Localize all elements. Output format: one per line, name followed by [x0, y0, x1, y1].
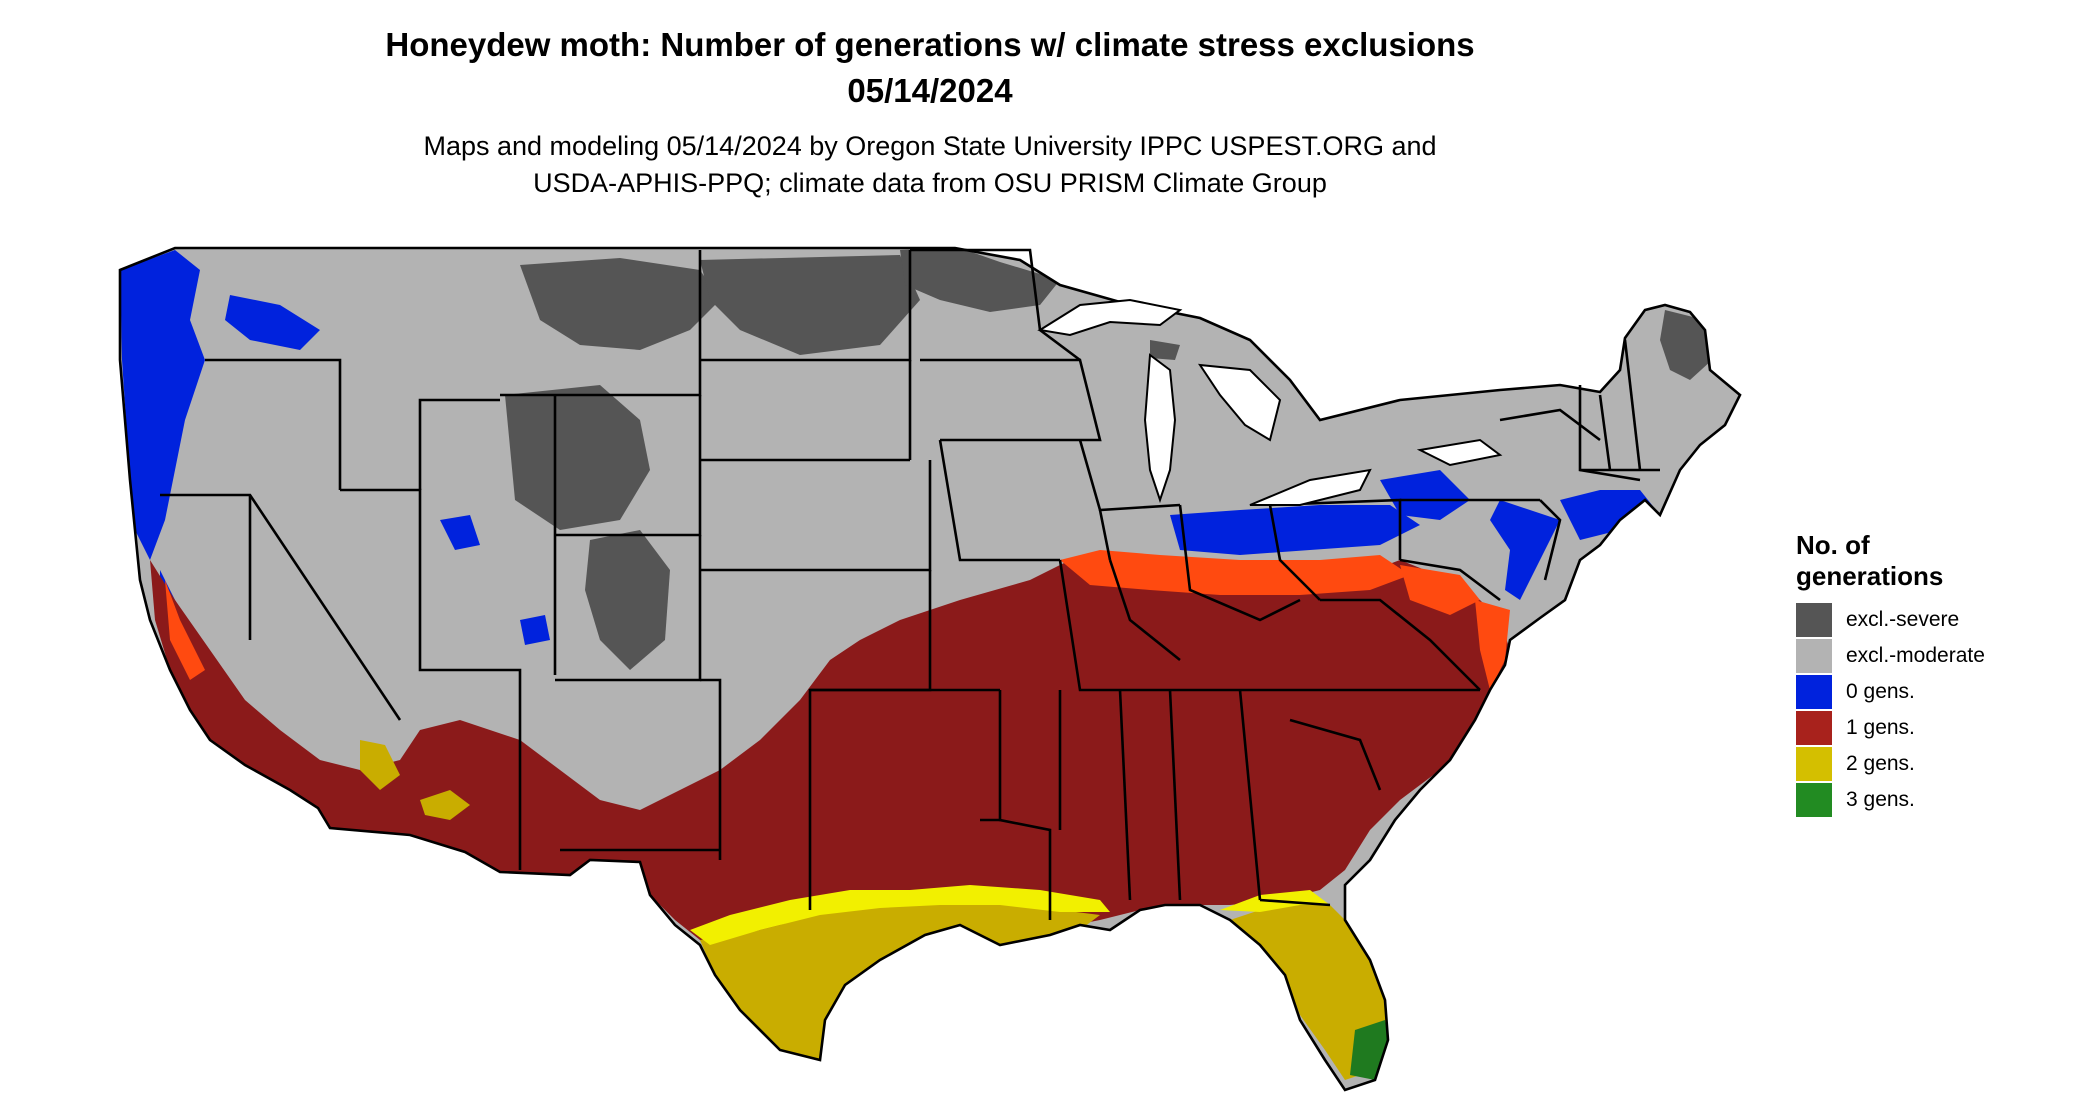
legend-swatch [1796, 603, 1832, 637]
legend-title-line-1: No. of [1796, 530, 1870, 560]
legend-item: excl.-moderate [1796, 638, 2076, 674]
legend-label: excl.-moderate [1846, 644, 1985, 667]
legend-item: 3 gens. [1796, 782, 2076, 818]
us-generations-map [118, 246, 1742, 1092]
map-title: Honeydew moth: Number of generations w/ … [0, 22, 1860, 114]
lake-erie [1249, 468, 1372, 506]
legend-swatch [1796, 783, 1832, 817]
two-gens-regions [360, 740, 1388, 1080]
legend-title-line-2: generations [1796, 561, 1944, 591]
legend-label: 1 gens. [1846, 716, 1915, 739]
legend-item: excl.-severe [1796, 602, 2076, 638]
legend-swatch [1796, 747, 1832, 781]
map-subtitle: Maps and modeling 05/14/2024 by Oregon S… [0, 128, 1860, 202]
legend-title: No. of generations [1796, 530, 2076, 592]
legend-item: 2 gens. [1796, 746, 2076, 782]
lake-superior [1037, 298, 1183, 337]
legend: No. of generations excl.-severe excl.-mod… [1796, 530, 2076, 818]
legend-label: 2 gens. [1846, 752, 1915, 775]
legend-swatch [1796, 675, 1832, 709]
map-title-line-1: Honeydew moth: Number of generations w/ … [385, 26, 1475, 63]
one-gens-band-regions [165, 550, 1510, 690]
legend-item: 0 gens. [1796, 674, 2076, 710]
map-title-date: 05/14/2024 [847, 72, 1013, 109]
map-subtitle-line-1: Maps and modeling 05/14/2024 by Oregon S… [423, 131, 1437, 161]
map-regions [120, 248, 1712, 1080]
legend-label: 0 gens. [1846, 680, 1915, 703]
legend-label: 3 gens. [1846, 788, 1915, 811]
state-borders [118, 246, 1742, 1092]
one-gens-regions [150, 560, 1510, 990]
map-subtitle-line-2: USDA-APHIS-PPQ; climate data from OSU PR… [533, 168, 1327, 198]
legend-items: excl.-severe excl.-moderate 0 gens. 1 gens.… [1796, 602, 2076, 818]
legend-item: 1 gens. [1796, 710, 2076, 746]
legend-label: excl.-severe [1846, 608, 1960, 631]
legend-swatch [1796, 639, 1832, 673]
lake-michigan [1143, 353, 1177, 504]
great-lakes [1037, 298, 1503, 506]
legend-swatch [1796, 711, 1832, 745]
lake-huron [1197, 363, 1282, 442]
lake-ontario [1416, 438, 1503, 467]
excl-severe-regions [505, 248, 1712, 670]
